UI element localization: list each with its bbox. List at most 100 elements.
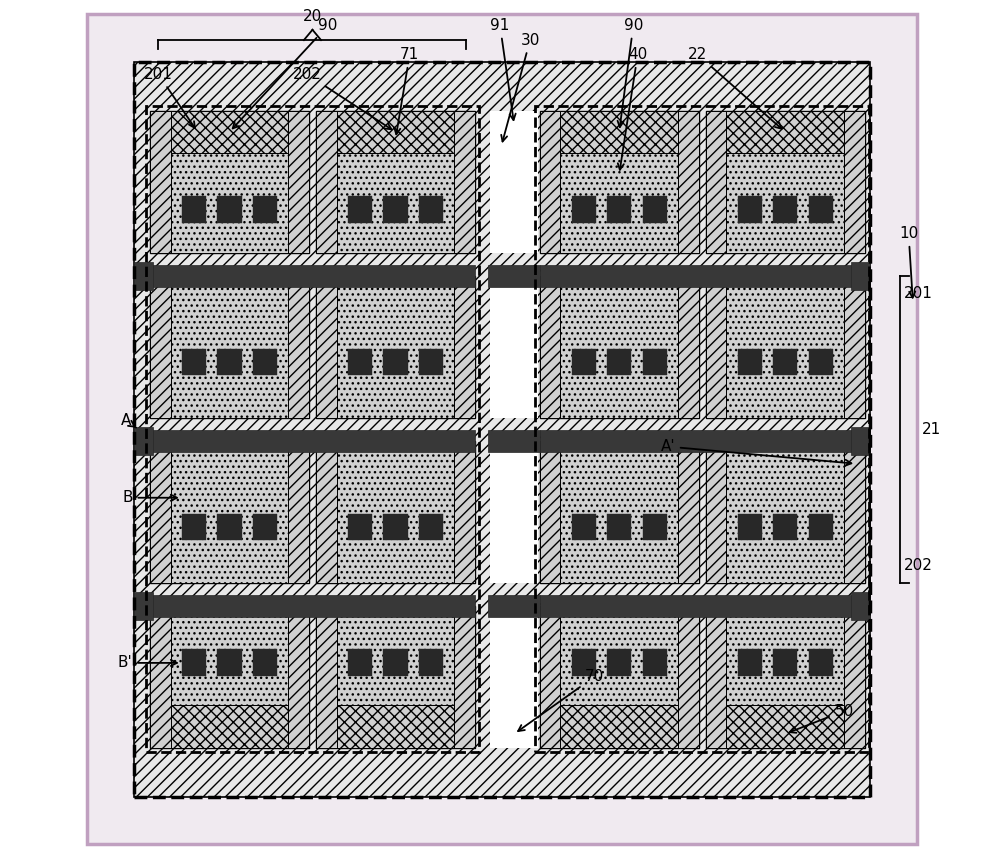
Bar	[288, 276, 309, 418]
Bar	[706, 276, 865, 418]
Text: 40: 40	[618, 47, 647, 170]
Bar	[454, 276, 475, 418]
Bar	[150, 606, 309, 748]
Bar	[643, 349, 667, 375]
Bar	[488, 430, 540, 452]
Text: 201: 201	[904, 286, 933, 300]
Bar	[540, 441, 560, 583]
Bar	[182, 649, 206, 676]
Bar	[182, 349, 206, 375]
Bar	[706, 441, 726, 583]
Bar	[348, 196, 372, 223]
Bar	[348, 513, 372, 540]
Bar	[150, 110, 171, 253]
Bar	[134, 592, 153, 620]
Bar	[540, 110, 699, 253]
Bar	[419, 349, 443, 375]
Bar	[134, 262, 153, 290]
Text: A': A'	[660, 439, 851, 466]
Bar	[726, 705, 844, 748]
Bar	[134, 427, 153, 455]
Bar	[454, 110, 475, 253]
Bar	[288, 606, 309, 748]
Bar	[773, 649, 797, 676]
Bar	[572, 513, 596, 540]
Bar	[217, 349, 242, 375]
Bar	[535, 106, 869, 753]
Bar	[316, 276, 475, 418]
Bar	[316, 606, 475, 748]
Bar	[643, 513, 667, 540]
Bar	[490, 441, 538, 583]
Text: 50: 50	[790, 703, 854, 733]
Bar	[171, 154, 288, 253]
Bar	[419, 196, 443, 223]
Bar	[738, 196, 762, 223]
Bar	[560, 441, 678, 583]
Bar	[706, 276, 726, 418]
Bar	[316, 110, 475, 253]
Bar	[560, 110, 678, 154]
Bar	[288, 110, 309, 253]
Bar	[678, 606, 699, 748]
Bar	[383, 649, 408, 676]
Bar	[288, 441, 309, 583]
Bar	[490, 606, 538, 748]
Bar	[540, 265, 865, 287]
Bar	[171, 110, 288, 154]
Bar	[337, 705, 454, 748]
Bar	[809, 349, 833, 375]
Text: 30: 30	[501, 33, 540, 142]
Bar	[150, 110, 309, 253]
Text: 201: 201	[144, 67, 195, 128]
Bar	[560, 606, 678, 705]
Bar	[337, 441, 454, 583]
Bar	[706, 606, 865, 748]
Bar	[773, 196, 797, 223]
Bar	[348, 649, 372, 676]
Bar	[490, 110, 538, 253]
Bar	[150, 276, 309, 418]
Bar	[844, 276, 865, 418]
Bar	[706, 110, 726, 253]
Bar	[150, 430, 475, 452]
Bar	[337, 110, 454, 154]
Bar	[316, 606, 337, 748]
Bar	[253, 196, 277, 223]
Bar	[809, 649, 833, 676]
Bar	[540, 441, 699, 583]
Bar	[454, 441, 475, 583]
Bar	[150, 606, 309, 748]
Bar	[572, 649, 596, 676]
Bar	[643, 196, 667, 223]
Bar	[150, 441, 309, 583]
Bar	[490, 276, 538, 418]
Bar	[738, 513, 762, 540]
Text: 90: 90	[618, 18, 643, 127]
Text: 10: 10	[899, 226, 918, 298]
Bar	[134, 61, 870, 797]
Bar	[150, 606, 171, 748]
Bar	[419, 649, 443, 676]
Bar	[738, 649, 762, 676]
Bar	[706, 110, 865, 253]
Bar	[540, 606, 699, 748]
Bar	[316, 110, 475, 253]
Bar	[488, 595, 540, 617]
Bar	[383, 349, 408, 375]
Text: 21: 21	[922, 422, 941, 437]
Bar	[316, 110, 337, 253]
Bar	[253, 649, 277, 676]
Bar	[540, 110, 699, 253]
Bar	[809, 196, 833, 223]
Bar	[491, 115, 538, 249]
Bar	[540, 276, 699, 418]
Bar	[316, 276, 475, 418]
Bar	[316, 441, 475, 583]
Bar	[217, 196, 242, 223]
Bar	[844, 110, 865, 253]
Bar	[488, 265, 540, 287]
Bar	[607, 649, 631, 676]
Bar	[607, 513, 631, 540]
Bar	[540, 430, 865, 452]
